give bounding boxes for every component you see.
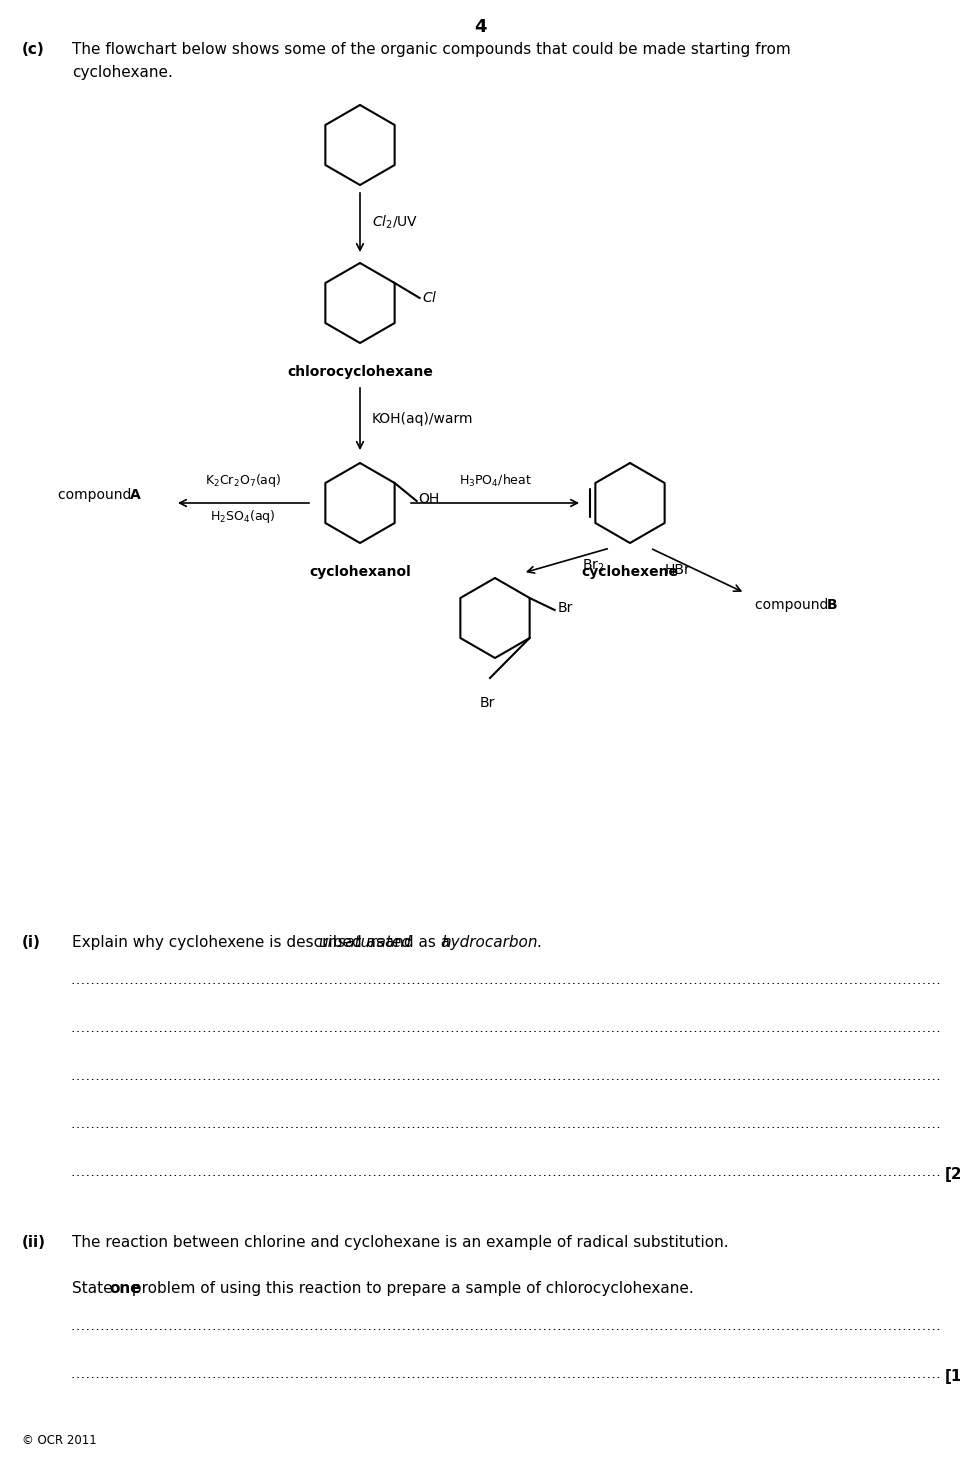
Text: [2]: [2] [945,1168,960,1182]
Text: problem of using this reaction to prepare a sample of chlorocyclohexane.: problem of using this reaction to prepar… [128,1280,694,1297]
Text: compound: compound [755,598,832,612]
Text: cyclohexanol: cyclohexanol [309,565,411,579]
Text: The flowchart below shows some of the organic compounds that could be made start: The flowchart below shows some of the or… [72,42,791,57]
Text: hydrocarbon.: hydrocarbon. [442,935,543,949]
Text: [1]: [1] [945,1370,960,1384]
Text: unsaturated: unsaturated [318,935,411,949]
Text: B: B [827,598,838,612]
Text: cyclohexane.: cyclohexane. [72,64,173,81]
Text: 4: 4 [473,18,487,37]
Text: Br: Br [479,696,494,711]
Text: OH: OH [419,492,440,505]
Text: Explain why cyclohexene is described as: Explain why cyclohexene is described as [72,935,389,949]
Text: H$_3$PO$_4$/heat: H$_3$PO$_4$/heat [459,473,532,489]
Text: (c): (c) [22,42,45,57]
Text: one: one [108,1280,140,1297]
Text: A: A [130,488,141,502]
Text: Br$_2$: Br$_2$ [583,558,605,574]
Text: State: State [72,1280,117,1297]
Text: chlorocyclohexane: chlorocyclohexane [287,365,433,379]
Text: and as a: and as a [380,935,455,949]
Text: (i): (i) [22,935,41,949]
Text: compound: compound [58,488,135,502]
Text: cyclohexene: cyclohexene [582,565,679,579]
Text: H$_2$SO$_4$(aq): H$_2$SO$_4$(aq) [210,508,276,524]
Text: © OCR 2011: © OCR 2011 [22,1434,97,1447]
Text: K$_2$Cr$_2$O$_7$(aq): K$_2$Cr$_2$O$_7$(aq) [204,472,281,489]
Text: KOH(aq)/warm: KOH(aq)/warm [372,412,473,426]
Text: (ii): (ii) [22,1235,46,1250]
Text: $\it{Cl}$: $\it{Cl}$ [421,290,437,305]
Text: The reaction between chlorine and cyclohexane is an example of radical substitut: The reaction between chlorine and cycloh… [72,1235,729,1250]
Text: $Cl_2$/UV: $Cl_2$/UV [372,214,419,230]
Text: Br: Br [558,601,573,615]
Text: HBr: HBr [665,563,691,577]
